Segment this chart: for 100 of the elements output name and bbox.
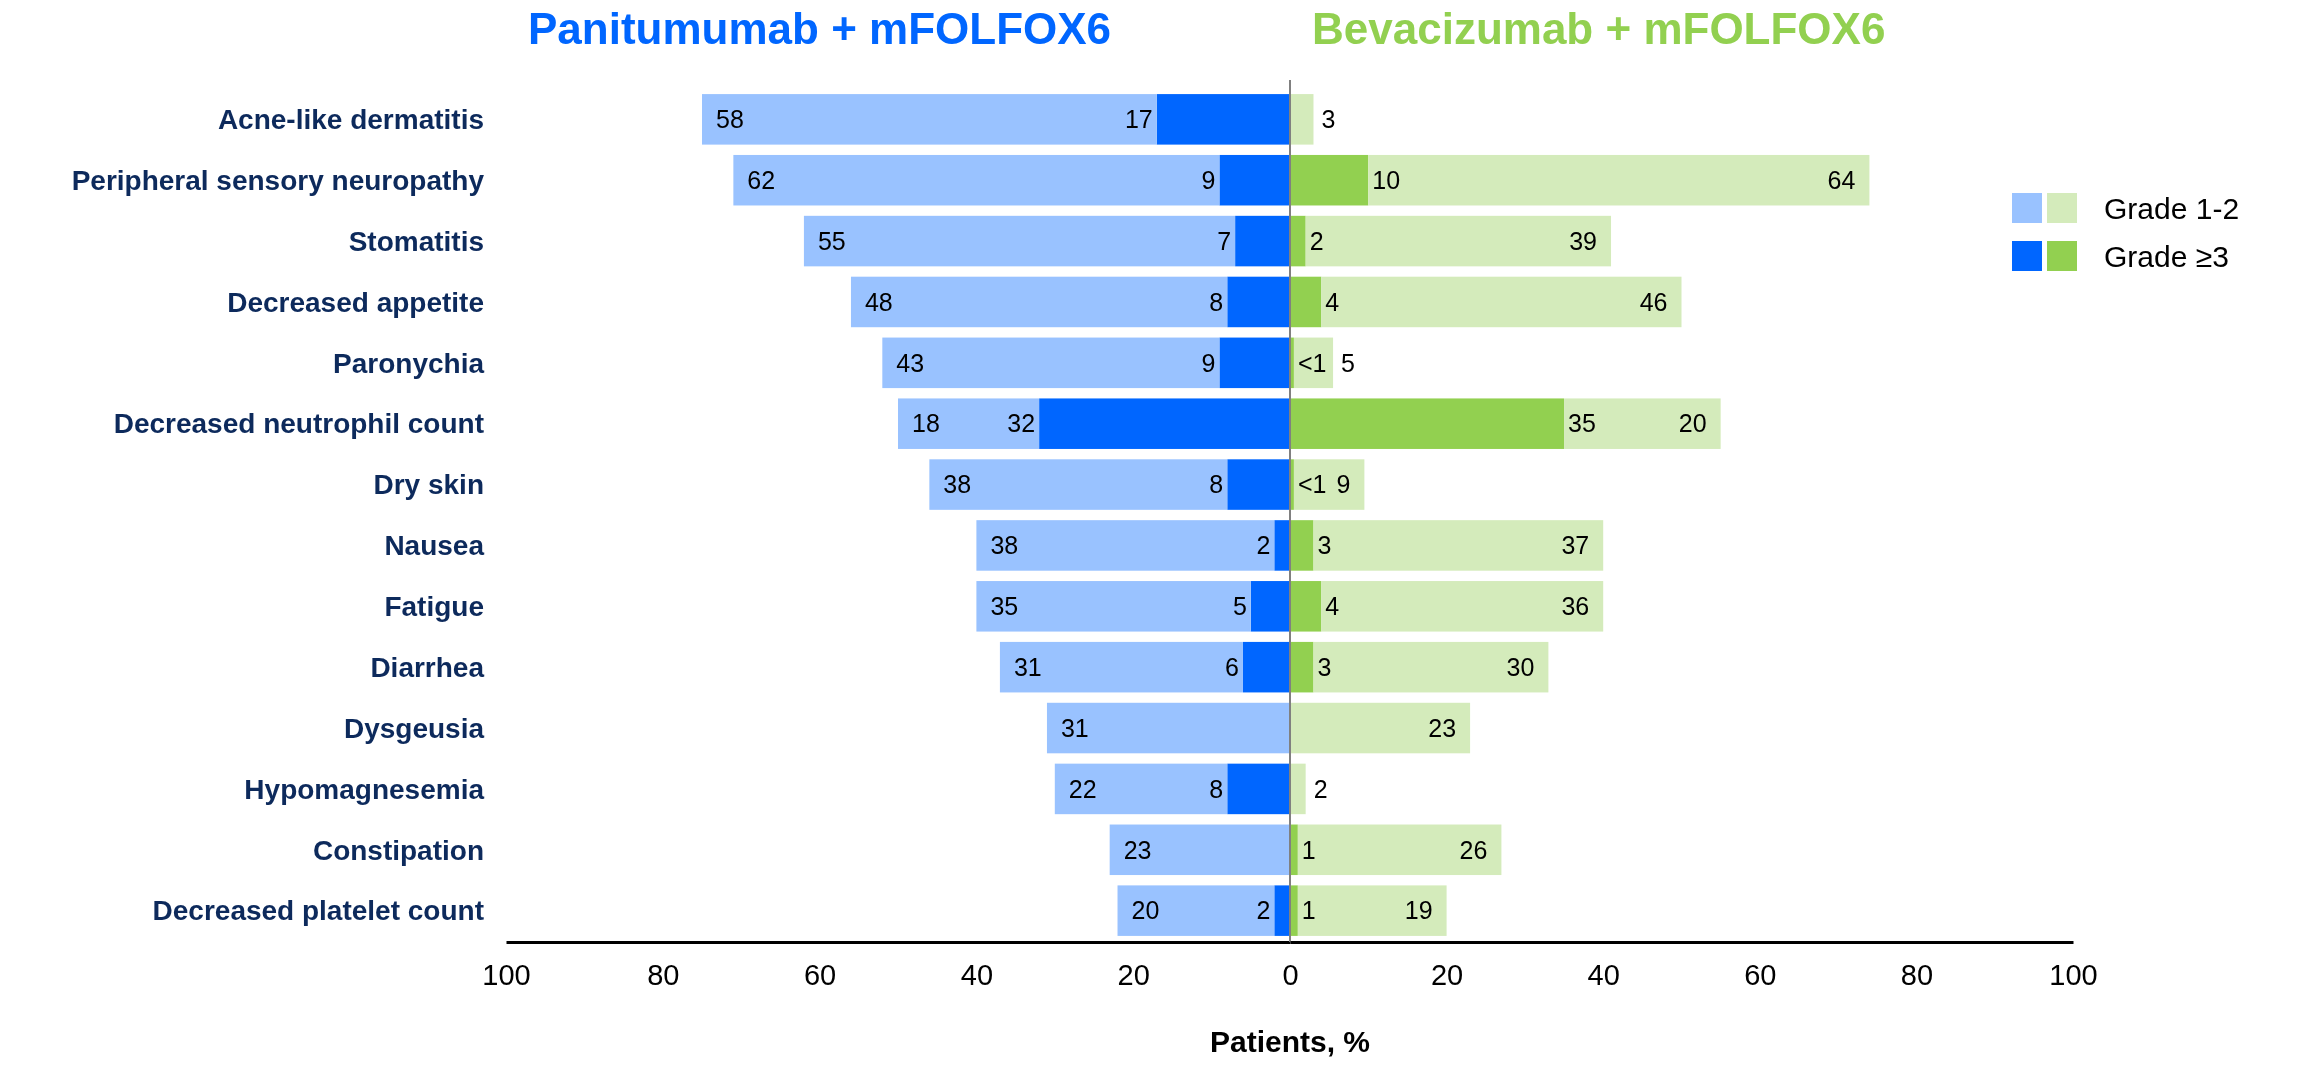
y-tick-label: Hypomagnesemia [244, 773, 485, 805]
bar [1293, 459, 1365, 510]
data-label: 58 [716, 105, 744, 134]
bar [1313, 520, 1604, 571]
data-label: 6 [1225, 652, 1239, 681]
data-label: 17 [1124, 105, 1153, 134]
y-tick-label: Dysgeusia [343, 712, 485, 744]
legend-label: Grade 1-2 [2104, 191, 2240, 225]
bar [1297, 885, 1447, 936]
data-label: 32 [1007, 409, 1036, 438]
bar [1117, 885, 1275, 936]
bar [929, 459, 1228, 510]
data-label: 5 [1341, 348, 1355, 377]
data-label: 20 [1131, 896, 1160, 925]
x-tick-label: 100 [2049, 958, 2098, 991]
bar [1293, 337, 1334, 389]
bar [1290, 763, 1306, 815]
bar [1321, 581, 1604, 632]
data-label: 38 [943, 470, 972, 499]
data-label: 9 [1201, 165, 1216, 194]
bar [1290, 94, 1314, 145]
data-label: 7 [1217, 226, 1232, 255]
data-label: 4 [1325, 592, 1340, 621]
data-label: 18 [912, 409, 940, 438]
bar [976, 581, 1251, 632]
bar [1297, 824, 1502, 876]
data-label: 8 [1209, 470, 1224, 499]
data-label: 36 [1561, 592, 1590, 621]
data-label: 35 [990, 592, 1019, 621]
bar [733, 154, 1220, 206]
x-tick-label: 20 [1430, 958, 1464, 991]
bar [1368, 154, 1870, 206]
data-label: 2 [1256, 896, 1271, 925]
data-label: 19 [1404, 896, 1433, 925]
bar [1564, 398, 1721, 449]
y-tick-label: Nausea [384, 530, 485, 562]
y-tick-label: Constipation [312, 834, 484, 866]
data-label: 37 [1561, 531, 1590, 560]
bar [999, 641, 1243, 693]
x-tick-label: 80 [1900, 958, 1934, 991]
y-tick-label: Decreased neutrophil count [113, 408, 484, 440]
y-tick-label: Fatigue [384, 591, 484, 623]
x-tick-label: 20 [1117, 958, 1150, 991]
bar [976, 520, 1275, 571]
data-label: 3 [1321, 105, 1336, 134]
bar [882, 337, 1220, 389]
data-label: 64 [1827, 165, 1856, 194]
data-label: 31 [1013, 652, 1042, 681]
y-tick-label: Stomatitis [348, 225, 484, 257]
x-tick-label: 40 [960, 958, 994, 991]
data-label: 23 [1123, 835, 1152, 864]
data-label: 2 [1313, 774, 1328, 803]
data-label: 39 [1569, 226, 1598, 255]
chart-title: Panitumumab + mFOLFOX6 [528, 4, 1112, 53]
data-label: 1 [1301, 835, 1316, 864]
data-label: <1 [1297, 348, 1327, 377]
x-axis-title: Patients, % [1209, 1025, 1371, 1058]
legend-label: Grade ≥3 [2104, 239, 2229, 273]
data-label: 22 [1068, 774, 1097, 803]
data-label: 5 [1232, 592, 1247, 621]
bar [1290, 215, 1306, 267]
data-label: 43 [896, 348, 925, 377]
data-label: 62 [747, 165, 776, 194]
x-tick-label: 0 [1282, 958, 1299, 991]
data-label: 8 [1209, 774, 1224, 803]
bar [803, 215, 1236, 267]
bar [1313, 641, 1549, 693]
x-tick-label: 100 [482, 958, 531, 991]
data-label: 4 [1325, 287, 1340, 316]
x-tick-label: 80 [647, 958, 680, 991]
data-label: 26 [1459, 835, 1488, 864]
data-label: 38 [990, 531, 1019, 560]
data-label: 2 [1309, 226, 1324, 255]
data-label: 8 [1209, 287, 1224, 316]
y-tick-label: Peripheral sensory neuropathy [71, 165, 485, 197]
data-label: 48 [864, 287, 893, 316]
data-label: 3 [1317, 531, 1332, 560]
bar [898, 398, 1040, 449]
bar [850, 276, 1228, 328]
data-label: 9 [1201, 348, 1216, 377]
bar [1321, 276, 1682, 328]
data-label: 31 [1060, 713, 1089, 742]
data-label: 35 [1568, 409, 1596, 438]
y-tick-label: Diarrhea [370, 651, 485, 683]
y-tick-label: Dry skin [373, 469, 484, 501]
data-label: 3 [1317, 652, 1332, 681]
y-tick-label: Acne-like dermatitis [217, 104, 484, 136]
data-label: 46 [1639, 287, 1668, 316]
data-label: 23 [1428, 713, 1457, 742]
y-tick-label: Decreased appetite [227, 286, 484, 318]
x-tick-label: 60 [1744, 958, 1777, 991]
data-label: 20 [1678, 409, 1707, 438]
bar [702, 94, 1157, 145]
data-label: <1 [1297, 470, 1327, 499]
chart-title: Bevacizumab + mFOLFOX6 [1312, 4, 1886, 53]
data-label: 30 [1506, 652, 1535, 681]
bar [1305, 215, 1612, 267]
x-tick-label: 60 [803, 958, 837, 991]
x-tick-label: 40 [1587, 958, 1620, 991]
data-label: 9 [1336, 470, 1351, 499]
